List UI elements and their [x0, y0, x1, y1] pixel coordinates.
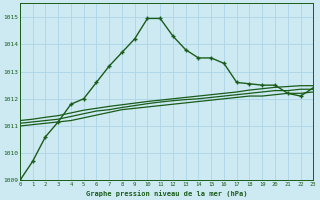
- X-axis label: Graphe pression niveau de la mer (hPa): Graphe pression niveau de la mer (hPa): [86, 190, 247, 197]
